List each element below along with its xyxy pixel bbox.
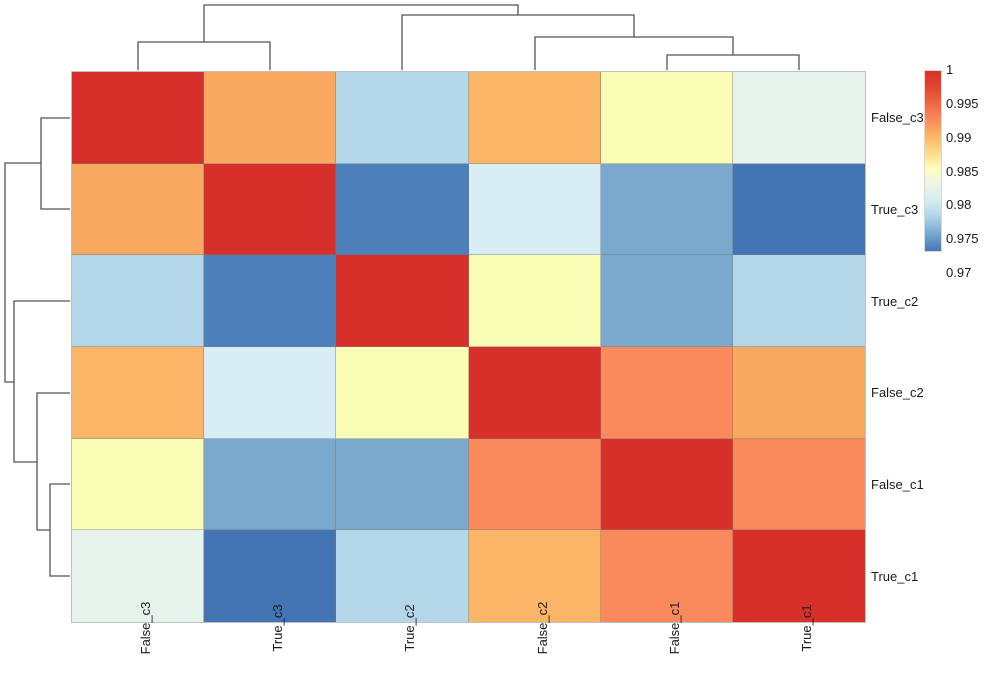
heatmap-cell xyxy=(732,530,865,622)
heatmap-cell xyxy=(600,255,733,347)
heatmap-cell xyxy=(468,438,601,531)
heatmap-cell xyxy=(732,72,865,164)
heatmap-cell xyxy=(336,438,469,531)
row-label-false_c1: False_c1 xyxy=(871,477,924,493)
heatmap-cell xyxy=(600,346,733,439)
heatmap-cell xyxy=(336,530,469,622)
column-label-false_c1: False_c1 xyxy=(666,601,682,655)
col-dendro-link-1 xyxy=(137,41,271,70)
heatmap-cell xyxy=(72,255,205,347)
colorbar-tick-labels: 1 0.995 0.99 0.985 0.98 0.975 0.97 xyxy=(944,61,984,282)
column-label-false_c2: False_c2 xyxy=(534,601,550,655)
colorbar: 1 0.995 0.99 0.985 0.98 0.975 0.97 xyxy=(924,62,979,280)
row-label-axis: False_c3 True_c3 True_c2 False_c2 False_c1 Tr… xyxy=(869,72,959,622)
row-dendro-link-3 xyxy=(36,392,70,531)
row-dendro-link-1 xyxy=(40,117,70,210)
heatmap-cell xyxy=(72,163,205,256)
column-label-true_c3: True_c3 xyxy=(270,604,286,652)
row-label-true_c1: True_c1 xyxy=(871,568,919,584)
heatmap-cell xyxy=(204,346,337,439)
col-dendro-link-3 xyxy=(534,36,734,70)
row-dendro-link-4 xyxy=(13,300,70,463)
heatmap-cell xyxy=(732,163,865,256)
row-dendrogram xyxy=(4,117,70,577)
colorbar-tick-0-98: 0.98 xyxy=(946,197,972,213)
heatmap-cell xyxy=(204,255,337,347)
heatmap-cell xyxy=(72,72,205,164)
heatmap-cell xyxy=(468,72,601,164)
heatmap-cell xyxy=(468,255,601,347)
column-dendrogram xyxy=(137,4,800,70)
row-label-false_c3: False_c3 xyxy=(871,110,924,126)
colorbar-tick-0-985: 0.985 xyxy=(946,163,979,179)
column-label-true_c2: True_c2 xyxy=(402,604,418,652)
row-label-true_c2: True_c2 xyxy=(871,293,919,309)
heatmap-cell xyxy=(600,530,733,622)
heatmap-cell xyxy=(336,255,469,347)
heatmap-cell xyxy=(72,346,205,439)
row-dendro-link-root xyxy=(4,162,41,383)
column-label-slot: False_c3 xyxy=(72,602,204,686)
column-label-false_c3: False_c3 xyxy=(138,601,154,655)
heatmap-cell xyxy=(468,530,601,622)
heatmap-cell xyxy=(336,346,469,439)
row-label-true_c3: True_c3 xyxy=(871,202,919,217)
colorbar-tick-1: 1 xyxy=(946,62,954,77)
col-dendro-link-root xyxy=(203,4,519,42)
col-dendro-link-4 xyxy=(401,14,635,70)
column-label-slot: False_c2 xyxy=(469,602,601,686)
heatmap-cell xyxy=(468,163,601,256)
column-label-axis: False_c3 True_c3 True_c2 False_c2 False_c1 Tr… xyxy=(72,602,865,686)
column-label-slot: True_c2 xyxy=(336,604,468,686)
heatmap-cell xyxy=(336,72,469,164)
heatmap-cell xyxy=(72,438,205,531)
colorbar-gradient xyxy=(924,70,942,253)
heatmap-cell xyxy=(732,438,865,531)
heatmap-cell xyxy=(600,72,733,164)
colorbar-tick-0-99: 0.99 xyxy=(946,129,972,145)
column-label-true_c1: True_c1 xyxy=(798,604,814,652)
column-label-slot: True_c1 xyxy=(733,604,865,686)
heatmap-cell xyxy=(336,163,469,256)
heatmap-cell xyxy=(204,72,337,164)
heatmap-cell xyxy=(204,530,337,622)
colorbar-tick-0-975: 0.975 xyxy=(946,231,979,247)
heatmap-cell xyxy=(732,255,865,347)
col-dendro-link-2 xyxy=(666,54,800,70)
heatmap-cell xyxy=(732,346,865,439)
heatmap-cell xyxy=(72,530,205,622)
column-label-slot: False_c1 xyxy=(601,602,733,686)
colorbar-tick-0-97: 0.97 xyxy=(946,265,972,280)
colorbar-tick-0-995: 0.995 xyxy=(946,95,979,111)
heatmap-grid xyxy=(71,71,866,623)
heatmap-cell xyxy=(600,438,733,531)
heatmap-cell xyxy=(600,163,733,256)
row-label-false_c2: False_c2 xyxy=(871,385,924,401)
heatmap-cell xyxy=(204,163,337,256)
heatmap-cell xyxy=(204,438,337,531)
heatmap-cell xyxy=(468,346,601,439)
row-dendro-link-2 xyxy=(49,483,70,577)
column-label-slot: True_c3 xyxy=(204,604,336,686)
